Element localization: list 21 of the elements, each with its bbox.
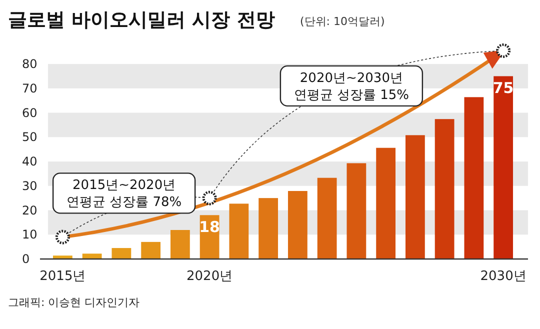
y-tick-label: 70: [22, 81, 38, 96]
chart-title: 글로벌 바이오시밀러 시장 전망: [8, 9, 275, 31]
y-tick-label: 20: [22, 203, 38, 218]
y-tick-label: 50: [22, 130, 38, 144]
y-tick-label: 30: [22, 178, 38, 193]
y-tick-label: 10: [22, 228, 38, 242]
annotation: 2020년~2030년 연평균 성장률 15%: [294, 70, 410, 103]
y-tick-label: 60: [22, 106, 38, 120]
y-tick-label: 40: [22, 154, 38, 168]
data-label: 75: [492, 79, 514, 98]
data-label: 18: [199, 218, 220, 236]
y-tick-label: 80: [22, 57, 38, 71]
annotation: 2015년~2020년 연평균 성장률 78%: [52, 172, 196, 214]
x-tick-label: 2030년: [480, 269, 526, 284]
chart-subtitle: (단위: 10억달러): [300, 15, 385, 28]
y-tick-label: 0: [22, 252, 30, 266]
x-tick-label: 2015년: [40, 269, 86, 284]
annotation: 2020년~2030년 연평균 성장률 15%: [280, 65, 424, 107]
annotation: 2015년~2020년 연평균 성장률 78%: [66, 178, 182, 210]
text: 그래픽: 이승현 디자인기자: [8, 296, 140, 309]
x-tick-label: 2020년: [186, 269, 233, 284]
